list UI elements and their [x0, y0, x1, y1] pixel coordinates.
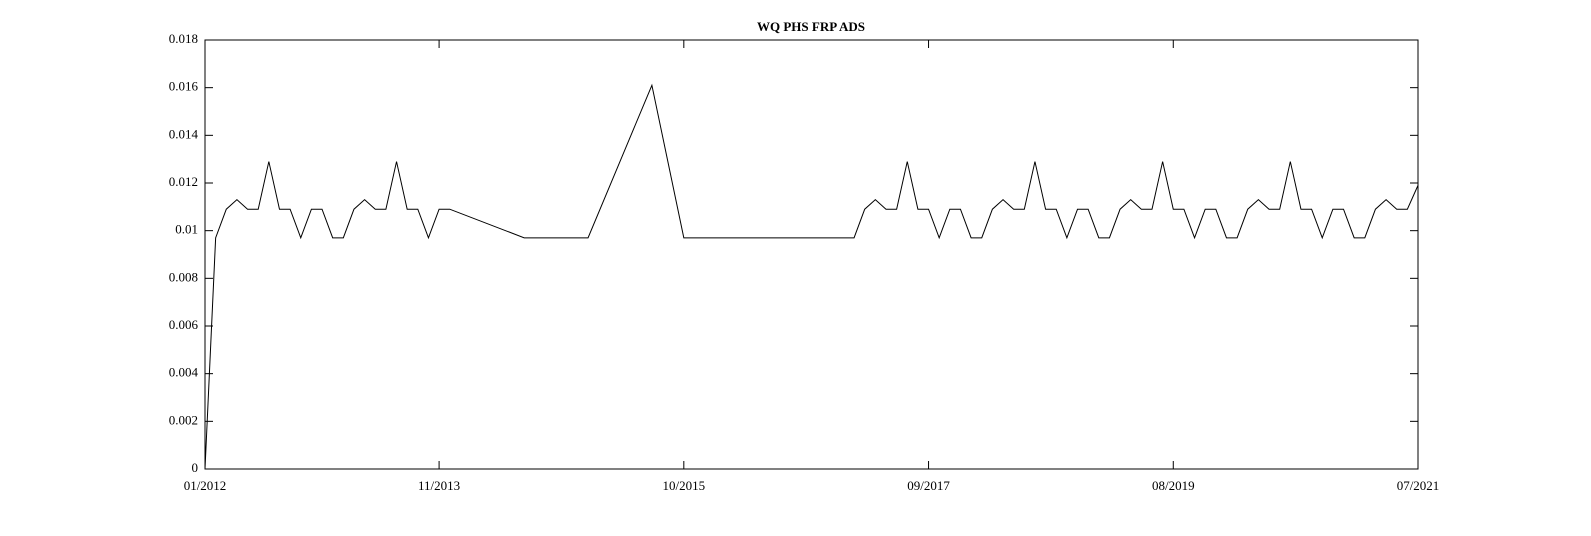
y-tick-label: 0.002: [169, 412, 198, 427]
x-tick-label: 01/2012: [184, 478, 227, 493]
y-tick-label: 0.014: [169, 126, 199, 141]
y-tick-label: 0: [192, 460, 199, 475]
x-tick-label: 11/2013: [418, 478, 460, 493]
data-line: [204, 83, 1419, 470]
y-tick-label: 0.018: [169, 31, 198, 46]
y-tick-label: 0.004: [169, 365, 199, 380]
chart-title: WQ PHS FRP ADS: [757, 19, 865, 34]
y-tick-label: 0.016: [169, 79, 199, 94]
x-tick-label: 09/2017: [907, 478, 950, 493]
y-tick-label: 0.012: [169, 174, 198, 189]
y-tick-label: 0.006: [169, 317, 199, 332]
plot-frame: [204, 39, 1419, 470]
x-tick-label: 08/2019: [1152, 478, 1195, 493]
x-tick-label: 07/2021: [1397, 478, 1440, 493]
x-tick-label: 10/2015: [663, 478, 706, 493]
y-tick-label: 0.008: [169, 269, 198, 284]
y-tick-label: 0.01: [175, 222, 198, 237]
